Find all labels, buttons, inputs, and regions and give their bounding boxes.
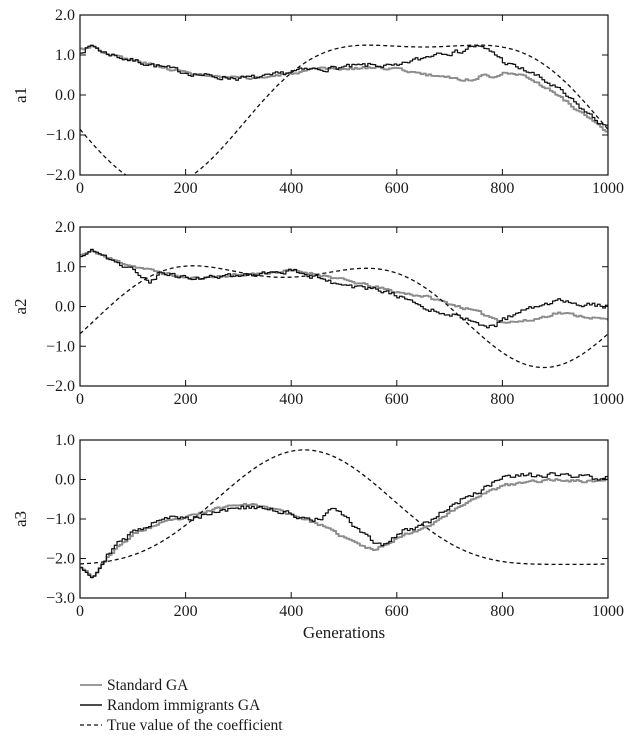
y-tick-label: 0.0 — [55, 472, 75, 489]
y-tick-label: 0.0 — [55, 87, 75, 104]
x-tick-label: 400 — [279, 391, 303, 408]
x-tick-label: 400 — [279, 603, 303, 620]
y-tick-label: −1.0 — [46, 338, 75, 355]
legend-label: Random immigrants GA — [107, 697, 261, 714]
x-tick-label: 200 — [174, 603, 198, 620]
y-tick-label: −2.0 — [46, 551, 75, 568]
series-line-random-immigrants-ga — [80, 44, 608, 131]
y-tick-label: 1.0 — [55, 432, 75, 449]
y-axis-label: a1 — [11, 87, 30, 103]
x-tick-label: 1000 — [592, 180, 624, 197]
y-tick-label: −1.0 — [46, 127, 75, 144]
series-line-standard-ga — [80, 249, 608, 324]
plot-frame — [79, 14, 609, 176]
legend: Standard GA Random immigrants GA True valu… — [80, 677, 283, 734]
series-line-true-value — [80, 265, 608, 369]
x-tick-label: 1000 — [592, 391, 624, 408]
series-line-standard-ga — [80, 44, 608, 134]
chart-panel-a2: 0 200 400 600 800 1000 2.0 1.0 0.0 −1.0 −2.0 a2 — [11, 219, 624, 408]
y-tick-label: −2.0 — [46, 378, 75, 395]
series-group — [80, 44, 608, 175]
x-tick-label: 1000 — [592, 603, 624, 620]
x-axis-label: Generations — [303, 623, 385, 642]
y-tick-label: 2.0 — [55, 7, 75, 24]
series-line-true-value — [80, 449, 608, 566]
y-tick-label: −1.0 — [46, 511, 75, 528]
x-tick-label: 200 — [174, 180, 198, 197]
series-line-standard-ga — [80, 477, 608, 578]
y-axis-label: a3 — [11, 511, 30, 527]
y-axis-label: a2 — [11, 298, 30, 314]
x-tick-label: 400 — [279, 180, 303, 197]
x-tick-label: 200 — [174, 391, 198, 408]
y-tick-label: −2.0 — [46, 167, 75, 184]
plot-frame — [79, 439, 609, 599]
x-tick-label: 600 — [385, 391, 409, 408]
y-tick-label: 2.0 — [55, 219, 75, 236]
y-tick-label: 1.0 — [55, 259, 75, 276]
x-tick-label: 600 — [385, 603, 409, 620]
x-tick-label: 800 — [490, 603, 514, 620]
x-tick-label: 800 — [490, 180, 514, 197]
series-line-random-immigrants-ga — [80, 248, 608, 329]
legend-label: True value of the coefficient — [107, 717, 283, 734]
chart-panel-a3: 0 200 400 600 800 1000 1.0 0.0 −1.0 −2.0 −3.0 a3 Gen… — [11, 432, 624, 642]
y-tick-label: 0.0 — [55, 299, 75, 316]
x-tick-label: 0 — [76, 603, 84, 620]
series-group — [80, 449, 608, 579]
x-tick-label: 800 — [490, 391, 514, 408]
series-group — [80, 248, 608, 369]
chart-panel-a1: 0 200 400 600 800 1000 2.0 1.0 0.0 −1.0 −2.0 a1 — [11, 7, 624, 197]
x-tick-label: 600 — [385, 180, 409, 197]
series-line-true-value — [80, 44, 608, 175]
y-tick-label: −3.0 — [46, 590, 75, 607]
series-line-random-immigrants-ga — [80, 472, 608, 579]
x-tick-label: 0 — [76, 180, 84, 197]
legend-label: Standard GA — [107, 677, 189, 694]
y-tick-label: 1.0 — [55, 47, 75, 64]
x-tick-label: 0 — [76, 391, 84, 408]
